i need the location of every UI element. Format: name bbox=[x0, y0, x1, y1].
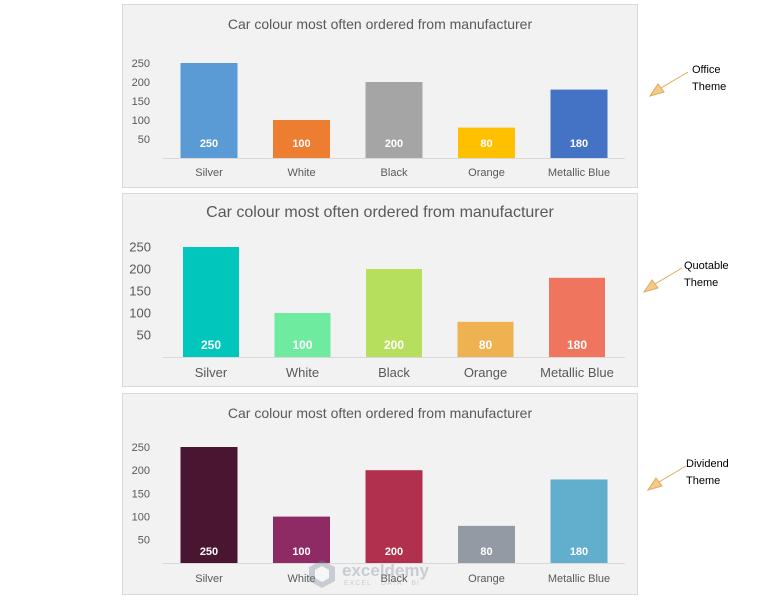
category-label: Black bbox=[378, 365, 410, 380]
bar-black bbox=[365, 470, 423, 563]
bar-silver bbox=[180, 447, 238, 563]
y-tick-label: 200 bbox=[129, 262, 151, 277]
y-tick-label: 50 bbox=[138, 535, 150, 547]
watermark-name: exceldemy bbox=[342, 561, 429, 580]
category-label: White bbox=[286, 365, 319, 380]
data-label: 80 bbox=[480, 546, 492, 558]
y-tick-label: 250 bbox=[132, 58, 150, 70]
data-label: 250 bbox=[200, 546, 218, 558]
y-tick-label: 50 bbox=[137, 328, 151, 343]
bar-chart-office: 250 200 150 100 50 250 Silver 100 White 200 Black 8… bbox=[132, 58, 625, 179]
data-label: 200 bbox=[385, 138, 403, 150]
y-tick-label: 150 bbox=[129, 284, 151, 299]
category-label: White bbox=[287, 573, 315, 585]
data-label: 180 bbox=[570, 546, 588, 558]
bar-white bbox=[273, 516, 330, 563]
y-tick-label: 150 bbox=[132, 488, 150, 500]
bar-metallic-blue bbox=[550, 89, 608, 158]
data-label: 200 bbox=[384, 338, 404, 352]
bar-chart-dividend: 250 200 150 100 50 250 Silver 100 White 200 Black 8… bbox=[132, 442, 625, 585]
category-label: Orange bbox=[468, 167, 505, 179]
bar-metallic-blue bbox=[550, 479, 608, 563]
bar-orange bbox=[458, 525, 515, 563]
category-label: Silver bbox=[195, 573, 223, 585]
watermark-tagline: EXCEL · DATA · BI bbox=[344, 580, 420, 587]
bar-orange bbox=[457, 321, 514, 357]
chart-dividend-theme: Car colour most often ordered from manuf… bbox=[122, 393, 638, 595]
chart-office-theme: Car colour most often ordered from manuf… bbox=[122, 4, 638, 188]
y-tick-label: 200 bbox=[132, 465, 150, 477]
category-label: Metallic Blue bbox=[540, 365, 614, 380]
bar-black bbox=[366, 269, 422, 357]
exceldemy-logo-icon bbox=[309, 560, 335, 588]
category-label: Black bbox=[381, 573, 408, 585]
category-label: Metallic Blue bbox=[548, 167, 610, 179]
y-tick-label: 100 bbox=[132, 115, 150, 127]
data-label: 100 bbox=[292, 338, 312, 352]
y-tick-label: 50 bbox=[138, 134, 150, 146]
y-tick-label: 100 bbox=[132, 511, 150, 523]
bar-metallic-blue bbox=[549, 277, 605, 357]
office-theme-note: Office Theme bbox=[648, 62, 738, 106]
chart-title: Car colour most often ordered from manuf… bbox=[206, 204, 554, 221]
theme-label: Dividend Theme bbox=[686, 458, 729, 487]
category-label: White bbox=[287, 167, 315, 179]
bar-orange bbox=[458, 127, 515, 158]
dividend-theme-note: Dividend Theme bbox=[646, 456, 736, 500]
category-label: Silver bbox=[195, 167, 223, 179]
bar-white bbox=[273, 120, 330, 158]
bar-silver bbox=[183, 247, 239, 357]
bar-black bbox=[365, 82, 423, 158]
arrow-icon bbox=[648, 71, 689, 97]
category-label: Black bbox=[381, 167, 408, 179]
chart-title: Car colour most often ordered from manuf… bbox=[227, 16, 533, 32]
y-tick-label: 100 bbox=[129, 306, 151, 321]
data-label: 250 bbox=[200, 138, 218, 150]
y-tick-label: 250 bbox=[132, 442, 150, 454]
theme-label: Quotable Theme bbox=[684, 260, 729, 289]
y-tick-label: 200 bbox=[132, 77, 150, 89]
y-tick-label: 150 bbox=[132, 96, 150, 108]
theme-label: Office Theme bbox=[692, 64, 727, 93]
data-label: 180 bbox=[567, 338, 587, 352]
exceldemy-watermark: exceldemy EXCEL · DATA · BI bbox=[306, 558, 466, 590]
quotable-theme-note: Quotable Theme bbox=[642, 258, 732, 302]
arrow-icon bbox=[646, 465, 687, 491]
category-label: Metallic Blue bbox=[548, 573, 610, 585]
data-label: 100 bbox=[292, 546, 310, 558]
chart-title: Car colour most often ordered from manuf… bbox=[227, 405, 533, 421]
bar-chart-quotable: 250 200 150 100 50 250 Silver 100 White 200 Black 8… bbox=[129, 240, 625, 380]
data-label: 180 bbox=[570, 138, 588, 150]
data-label: 100 bbox=[292, 138, 310, 150]
y-tick-label: 250 bbox=[129, 240, 151, 255]
category-label: Orange bbox=[468, 573, 505, 585]
data-label: 200 bbox=[385, 546, 403, 558]
category-label: Silver bbox=[195, 365, 228, 380]
data-label: 80 bbox=[480, 138, 492, 150]
data-label: 80 bbox=[479, 338, 493, 352]
arrow-icon bbox=[642, 267, 683, 293]
bar-white bbox=[274, 313, 331, 357]
bar-silver bbox=[180, 63, 238, 158]
chart-quotable-theme: Car colour most often ordered from manuf… bbox=[122, 193, 638, 387]
category-label: Orange bbox=[464, 365, 507, 380]
data-label: 250 bbox=[201, 338, 221, 352]
